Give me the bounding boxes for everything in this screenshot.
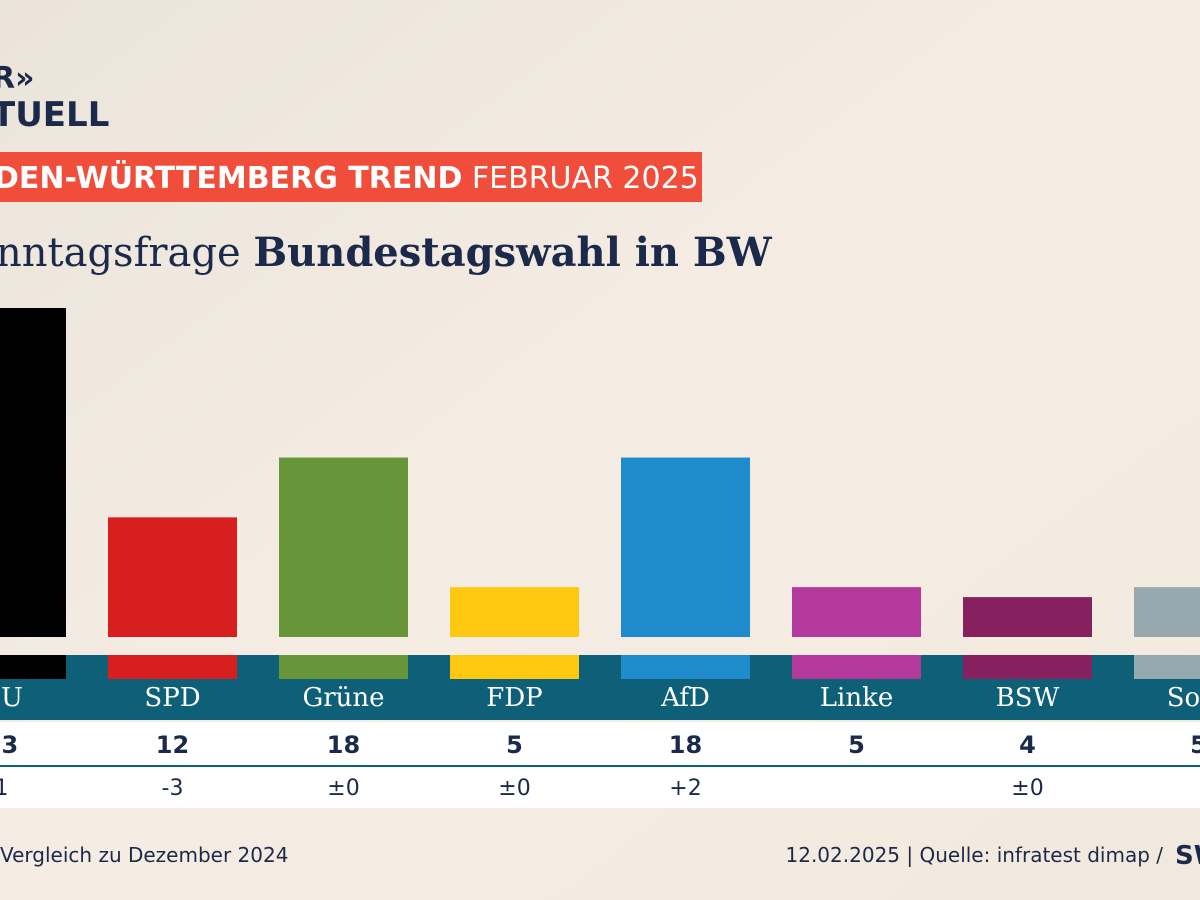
change-label: ±0 bbox=[1011, 776, 1043, 801]
bar bbox=[0, 307, 66, 637]
value-label: 4 bbox=[1019, 731, 1036, 759]
source: 12.02.2025 | Quelle: infratest dimap / bbox=[786, 843, 1164, 867]
category-label: DU bbox=[0, 683, 23, 713]
change-label: ±0 bbox=[498, 776, 530, 801]
title-bold: DEN-WÜRTTEMBERG TREND bbox=[0, 159, 462, 196]
chart-subtitle: nntagsfrage Bundestagswahl in BW bbox=[0, 229, 773, 276]
bar-base bbox=[279, 655, 408, 679]
change-label: ±0 bbox=[327, 776, 359, 801]
value-row bbox=[0, 722, 1200, 765]
change-label: +2 bbox=[669, 776, 701, 801]
title-regular: FEBRUAR 2025 bbox=[472, 161, 699, 196]
category-label: BSW bbox=[996, 683, 1060, 713]
bar-base bbox=[108, 655, 237, 679]
category-label: Grüne bbox=[302, 683, 384, 713]
row-divider bbox=[0, 765, 1200, 767]
bar-base bbox=[621, 655, 750, 679]
bar-base bbox=[450, 655, 579, 679]
value-label: 33 bbox=[0, 731, 18, 759]
value-label: 18 bbox=[327, 731, 360, 759]
category-label: Linke bbox=[820, 683, 893, 713]
change-label: -3 bbox=[162, 776, 184, 801]
bars: DU 33 1 SPD 12 -3 Grüne 18 ±0 FDP 5 ±0 AfD 18 +2 Linke 5… bbox=[0, 307, 1200, 801]
bar bbox=[792, 587, 921, 637]
chart-title: DEN-WÜRTTEMBERG TREND FEBRUAR 2025 bbox=[0, 159, 699, 196]
subtitle-regular: nntagsfrage bbox=[0, 230, 241, 276]
bar-base bbox=[963, 655, 1092, 679]
bar bbox=[450, 587, 579, 637]
title-banner bbox=[0, 152, 702, 202]
bar bbox=[108, 517, 237, 637]
source-logo: SW bbox=[1175, 841, 1200, 871]
footnote: Vergleich zu Dezember 2024 bbox=[0, 843, 288, 867]
logo-line: TUELL bbox=[0, 95, 109, 135]
bar-base bbox=[1134, 655, 1200, 679]
value-label: 18 bbox=[669, 731, 702, 759]
bar bbox=[621, 457, 750, 637]
value-label: 5 bbox=[848, 731, 865, 759]
category-label: SPD bbox=[144, 683, 200, 713]
subtitle-bold: Bundestagswahl in BW bbox=[253, 229, 772, 276]
bar bbox=[963, 597, 1092, 637]
change-row bbox=[0, 767, 1200, 808]
value-label: 5 bbox=[506, 731, 523, 759]
bar-base bbox=[792, 655, 921, 679]
bar bbox=[1134, 587, 1200, 637]
logo-line: R» bbox=[0, 61, 34, 96]
bar-base bbox=[0, 655, 66, 679]
category-label: AfD bbox=[660, 683, 710, 713]
bar bbox=[279, 457, 408, 637]
category-label: Sons bbox=[1167, 683, 1200, 713]
value-label: 12 bbox=[156, 731, 189, 759]
change-label: 1 bbox=[0, 776, 9, 801]
category-label: FDP bbox=[486, 683, 542, 713]
value-label: 5 bbox=[1190, 731, 1200, 759]
